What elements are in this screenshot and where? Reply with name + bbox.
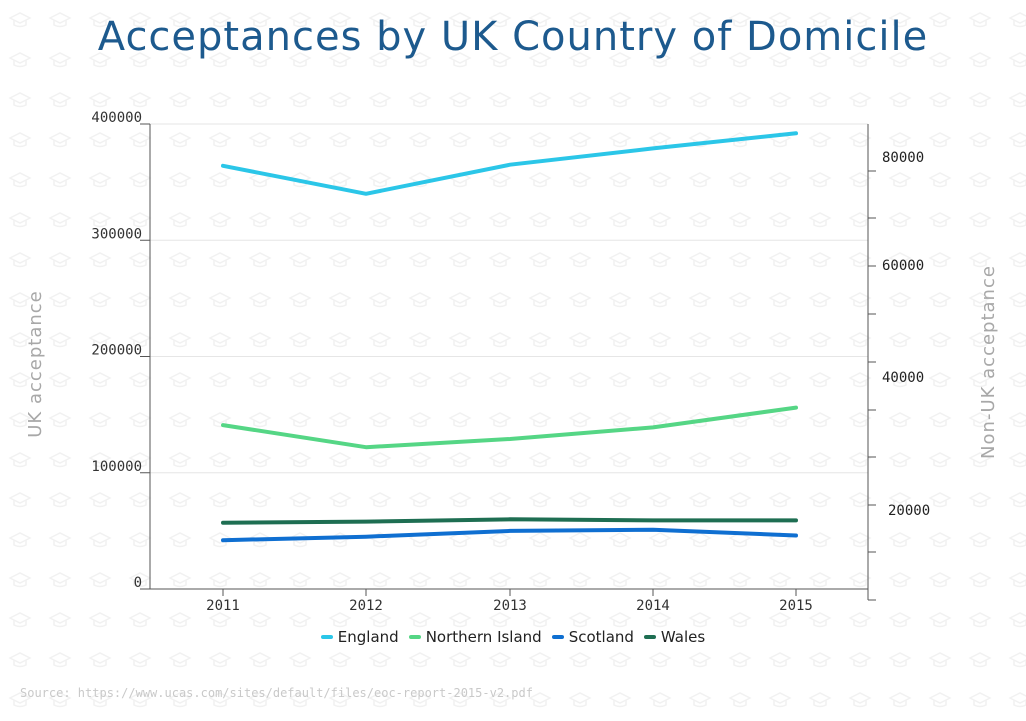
axes [149, 124, 869, 600]
left-axis-ticks: 0 100000 200000 300000 400000 [91, 110, 150, 591]
grid-lines [150, 123, 868, 474]
right-tick-label: 40000 [882, 370, 924, 386]
left-tick-label: 400000 [91, 110, 142, 126]
legend-item[interactable]: Northern Island [408, 628, 542, 646]
x-tick-label: 2014 [636, 598, 670, 614]
right-axis-ticks: 80000 60000 40000 20000 [868, 150, 930, 601]
legend-label: England [337, 628, 399, 646]
series-lines [221, 131, 798, 543]
source-note: Source: https://www.ucas.com/sites/defau… [20, 686, 533, 700]
x-tick-label: 2013 [493, 598, 527, 614]
x-tick-label: 2012 [349, 598, 383, 614]
legend-item[interactable]: Wales [643, 628, 706, 646]
chart-title: Acceptances by UK Country of Domicile [97, 14, 929, 60]
x-tick-label: 2015 [779, 598, 813, 614]
legend-label: Scotland [568, 628, 634, 646]
series-line-scotland [221, 527, 798, 543]
legend-label: Northern Island [425, 628, 542, 646]
y-right-axis-label: Non-UK acceptance [978, 265, 999, 459]
legend-swatch [320, 635, 333, 639]
series-line-northern-island [221, 405, 798, 450]
legend-label: Wales [660, 628, 706, 646]
x-tick-label: 2011 [206, 598, 240, 614]
legend-item[interactable]: Scotland [551, 628, 634, 646]
series-line-england [221, 131, 798, 196]
left-tick-label: 200000 [91, 343, 142, 359]
right-tick-label: 20000 [888, 503, 930, 519]
right-tick-label: 60000 [882, 258, 924, 274]
series-line-wales [221, 517, 798, 525]
y-left-axis-label: UK acceptance [25, 290, 46, 438]
x-axis-ticks: 2011 2012 2013 2014 2015 [206, 589, 813, 614]
left-tick-label: 100000 [91, 459, 142, 475]
left-tick-label: 300000 [91, 226, 142, 242]
legend-swatch [643, 635, 656, 639]
legend: England Northern Island Scotland Wales [0, 628, 1026, 646]
legend-item[interactable]: England [320, 628, 399, 646]
legend-swatch [408, 635, 421, 639]
legend-swatch [551, 635, 564, 639]
left-tick-label: 0 [134, 575, 142, 591]
right-tick-label: 80000 [882, 150, 924, 166]
